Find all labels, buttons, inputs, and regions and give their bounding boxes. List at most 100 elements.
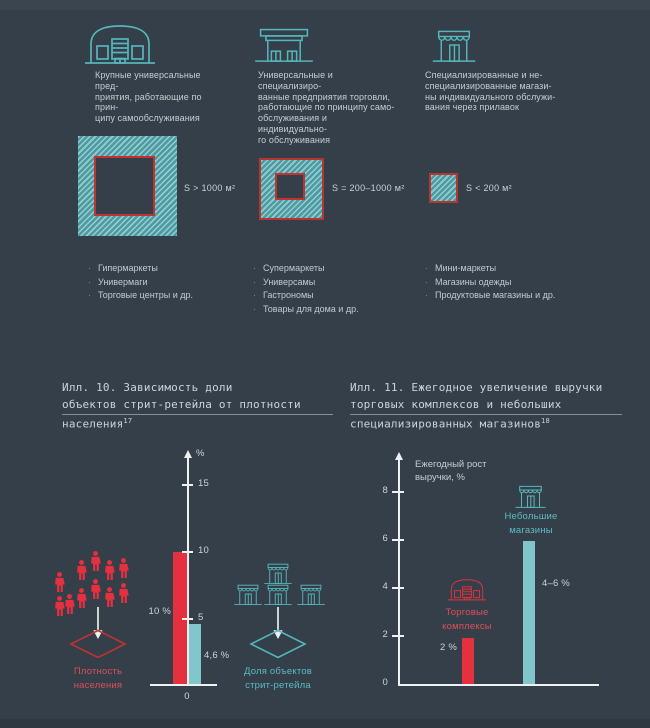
person-icon (76, 588, 87, 608)
caption-divider (62, 414, 333, 415)
size-label-medium: S = 200–1000 м² (332, 183, 405, 193)
tick-label: 10 (198, 545, 209, 556)
tick-mark (392, 635, 404, 637)
hypermarket-building-icon (85, 22, 155, 64)
list-item: · Гастрономы (253, 289, 359, 303)
list-item-label: Гипермаркеты (98, 263, 158, 273)
density-group-label: Плотность населения (73, 666, 123, 691)
examples-list-1: · Гипермаркеты · Универмаги · Торговые цент… (88, 262, 193, 303)
bar-shopping-complexes (462, 637, 474, 686)
person-icon (90, 579, 101, 599)
tick-label: 0 (382, 677, 388, 688)
caption-footnote: 17 (123, 417, 133, 425)
caption-text: Илл. 10. Зависимость доли объектов стрит… (62, 381, 301, 431)
person-icon (104, 560, 115, 580)
top-edge-band (0, 0, 650, 10)
type-description-3: Специализированные и не- специализирован… (425, 70, 556, 113)
x-axis-baseline (398, 684, 599, 686)
bar-value-label: 2 % (440, 642, 457, 653)
street-shop-icon (234, 583, 262, 605)
person-icon (76, 560, 87, 580)
counter-shop-building-icon (428, 28, 480, 62)
area-square-medium-inner (275, 173, 305, 200)
list-item: · Гипермаркеты (88, 262, 193, 276)
bar-value-label: 10 % (148, 606, 171, 617)
axis-arrow-icon (183, 450, 192, 458)
small-shops-label: Небольшие магазины (504, 511, 558, 536)
bullet-icon: · (88, 276, 91, 287)
list-item: · Универмаги (88, 276, 193, 290)
y-axis-unit: % (196, 448, 205, 459)
list-item: · Магазины одежды (425, 276, 555, 290)
bottom-edge-band (0, 719, 650, 728)
bar-value-label: 4,6 % (204, 650, 230, 661)
examples-list-3: · Мини-маркеты · Магазины одежды · Продукто… (425, 262, 555, 303)
tick-label: 2 (382, 629, 388, 640)
type-description-1: Крупные универсальные пред- приятия, раб… (95, 70, 202, 124)
bar-small-shops (523, 540, 535, 686)
list-item: · Супермаркеты (253, 262, 359, 276)
list-item-label: Торговые центры и др. (98, 290, 194, 301)
area-square-medium (259, 158, 324, 220)
list-item-label: Магазины одежды (435, 276, 512, 287)
supermarket-building-icon (255, 26, 313, 62)
y-axis (398, 460, 400, 685)
tick-label: 5 (198, 612, 204, 623)
bullet-icon: · (425, 276, 428, 287)
bullet-icon: · (253, 303, 256, 314)
list-item-label: Универмаги (98, 276, 148, 287)
size-label-large: S > 1000 м² (184, 183, 236, 193)
figure-caption-10: Илл. 10. Зависимость доли объектов стрит… (62, 362, 347, 433)
origin-label: 0 (184, 691, 190, 702)
y-axis-title: Ежегодный рост выручки, % (415, 459, 487, 483)
size-label-small: S < 200 м² (466, 183, 512, 193)
bullet-icon: · (425, 263, 428, 273)
list-item-label: Продуктовые магазины и др. (435, 290, 556, 301)
x-axis-baseline (150, 684, 217, 686)
share-group-label: Доля объектов стрит-ретейла (243, 666, 312, 691)
list-item: · Продуктовые магазины и др. (425, 289, 555, 303)
shopping-complexes-label: Торговые комплексы (442, 607, 492, 632)
tick-mark (392, 491, 404, 493)
person-icon (118, 583, 129, 603)
caption-divider (350, 414, 622, 415)
y-axis (187, 458, 189, 685)
person-icon (54, 596, 65, 616)
list-item-label: Универсамы (263, 276, 316, 287)
bar-population-density (173, 552, 187, 686)
bullet-icon: · (88, 290, 91, 301)
caption-footnote: 18 (541, 417, 550, 425)
chart-street-retail-share: % 15 10 5 0 10 % 4,6 % Плотность населен… (35, 445, 335, 720)
list-item: · Мини-маркеты (425, 262, 555, 276)
figure-caption-11: Илл. 11. Ежегодное увеличение выручки то… (350, 362, 640, 433)
bullet-icon: · (253, 276, 256, 287)
area-square-large-inner (94, 156, 155, 216)
bar-street-retail-share (188, 624, 201, 686)
examples-list-2: · Супермаркеты · Универсамы · Гастрономы · Т… (253, 262, 359, 316)
person-icon (104, 587, 115, 607)
tick-mark (182, 551, 193, 553)
list-item-label: Товары для дома и др. (263, 303, 359, 314)
person-icon (54, 572, 65, 592)
tick-label: 4 (382, 581, 388, 592)
list-item: · Торговые центры и др. (88, 289, 193, 303)
area-square-large (78, 136, 177, 236)
area-square-small (429, 173, 458, 203)
chart-revenue-growth: Ежегодный рост выручки, % 8 6 4 2 0 2 % … (345, 445, 645, 720)
tick-mark (182, 618, 193, 620)
bullet-icon: · (425, 290, 428, 301)
shopping-complex-icon (448, 575, 486, 603)
tick-label: 15 (198, 478, 209, 489)
tick-mark (392, 587, 404, 589)
density-diamond-icon (69, 629, 127, 659)
bullet-icon: · (88, 263, 91, 273)
list-item-label: Гастрономы (263, 290, 314, 301)
small-shop-icon (515, 484, 546, 508)
person-icon (90, 551, 101, 571)
axis-arrow-icon (394, 452, 403, 460)
caption-text: Илл. 11. Ежегодное увеличение выручки то… (350, 381, 603, 431)
street-shop-icon (264, 583, 292, 605)
tick-mark (392, 539, 404, 541)
tick-label: 6 (382, 533, 388, 544)
